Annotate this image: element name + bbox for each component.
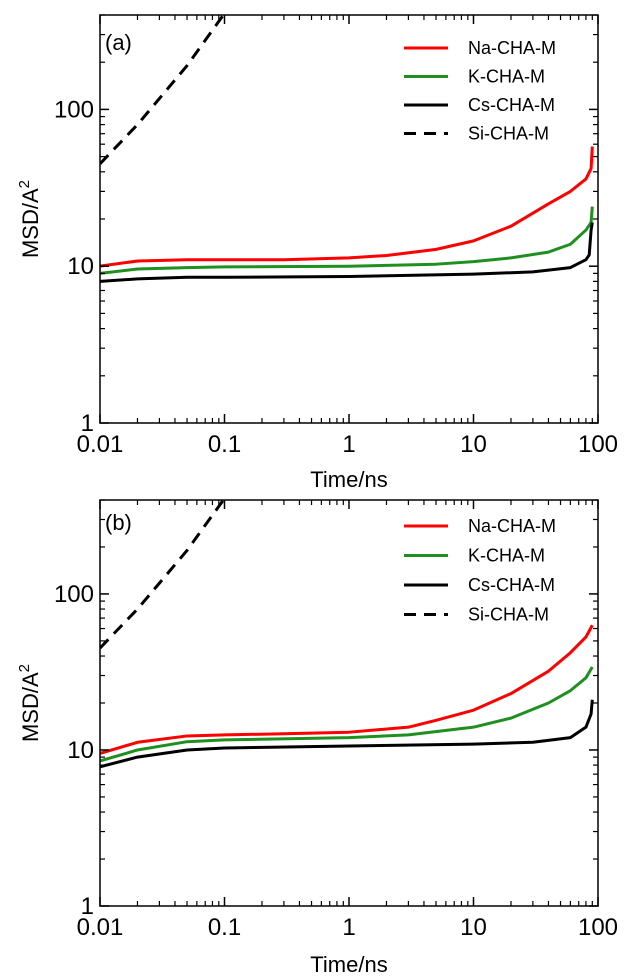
y-tick-label: 1 bbox=[81, 893, 94, 920]
legend-label: K-CHA-M bbox=[468, 67, 545, 87]
x-tick-label: 10 bbox=[460, 914, 487, 941]
panel-label: (b) bbox=[105, 510, 132, 535]
y-tick-label: 10 bbox=[67, 737, 94, 764]
x-axis-label: Time/ns bbox=[310, 467, 387, 492]
legend: Na-CHA-M K-CHA-M Cs-CHA-M Si-CHA-M bbox=[404, 38, 556, 144]
x-axis-label: Time/ns bbox=[310, 952, 387, 977]
x-tick-label: 0.01 bbox=[77, 431, 124, 458]
y-tick-label: 10 bbox=[67, 253, 94, 280]
legend-label: Na-CHA-M bbox=[468, 516, 556, 536]
series-line-si-cha-m bbox=[100, 500, 225, 650]
legend-label: Si-CHA-M bbox=[468, 124, 549, 144]
legend-label: K-CHA-M bbox=[468, 546, 545, 566]
x-tick-label: 1 bbox=[342, 431, 355, 458]
y-axis-label: MSD/A2 bbox=[16, 664, 43, 742]
series-line-k-cha-m bbox=[100, 666, 594, 763]
panel-label: (a) bbox=[105, 30, 132, 55]
x-tick-label: 100 bbox=[578, 431, 618, 458]
legend-label: Cs-CHA-M bbox=[468, 575, 555, 595]
legend-label: Na-CHA-M bbox=[468, 38, 556, 58]
series-line-na-cha-m bbox=[100, 146, 594, 268]
chart-panel-b: 0.01 0.1 1 10 100 1 10 100 Time/ns MSD/A2 (b) Na-CH… bbox=[16, 499, 618, 977]
plot-area bbox=[100, 15, 594, 283]
y-axis-label: MSD/A2 bbox=[16, 180, 43, 258]
y-tick-label: 1 bbox=[81, 410, 94, 437]
x-tick-label: 0.01 bbox=[77, 914, 124, 941]
series-line-k-cha-m bbox=[100, 206, 594, 275]
y-axis-label-superscript: 2 bbox=[16, 180, 33, 188]
series-line-cs-cha-m bbox=[100, 222, 594, 283]
y-tick-label: 100 bbox=[54, 581, 94, 608]
y-axis-label-text: MSD/A bbox=[18, 672, 43, 742]
x-tick-label: 1 bbox=[342, 914, 355, 941]
y-tick-label: 100 bbox=[54, 96, 94, 123]
y-axis-label-text: MSD/A bbox=[18, 188, 43, 258]
plot-area bbox=[100, 500, 594, 769]
x-tick-label: 0.1 bbox=[208, 431, 241, 458]
legend: Na-CHA-M K-CHA-M Cs-CHA-M Si-CHA-M bbox=[404, 516, 556, 625]
x-tick-label: 10 bbox=[460, 431, 487, 458]
chart-panel-a: 0.01 0.1 1 10 100 1 10 100 Time/ns MSD/A2 (a) Na-CH… bbox=[16, 14, 618, 492]
x-tick-label: 100 bbox=[578, 914, 618, 941]
legend-label: Si-CHA-M bbox=[468, 605, 549, 625]
series-line-cs-cha-m bbox=[100, 699, 594, 769]
y-axis-label-superscript: 2 bbox=[16, 664, 33, 672]
series-line-na-cha-m bbox=[100, 624, 594, 755]
series-line-si-cha-m bbox=[100, 15, 225, 165]
legend-label: Cs-CHA-M bbox=[468, 95, 555, 115]
x-tick-label: 0.1 bbox=[208, 914, 241, 941]
